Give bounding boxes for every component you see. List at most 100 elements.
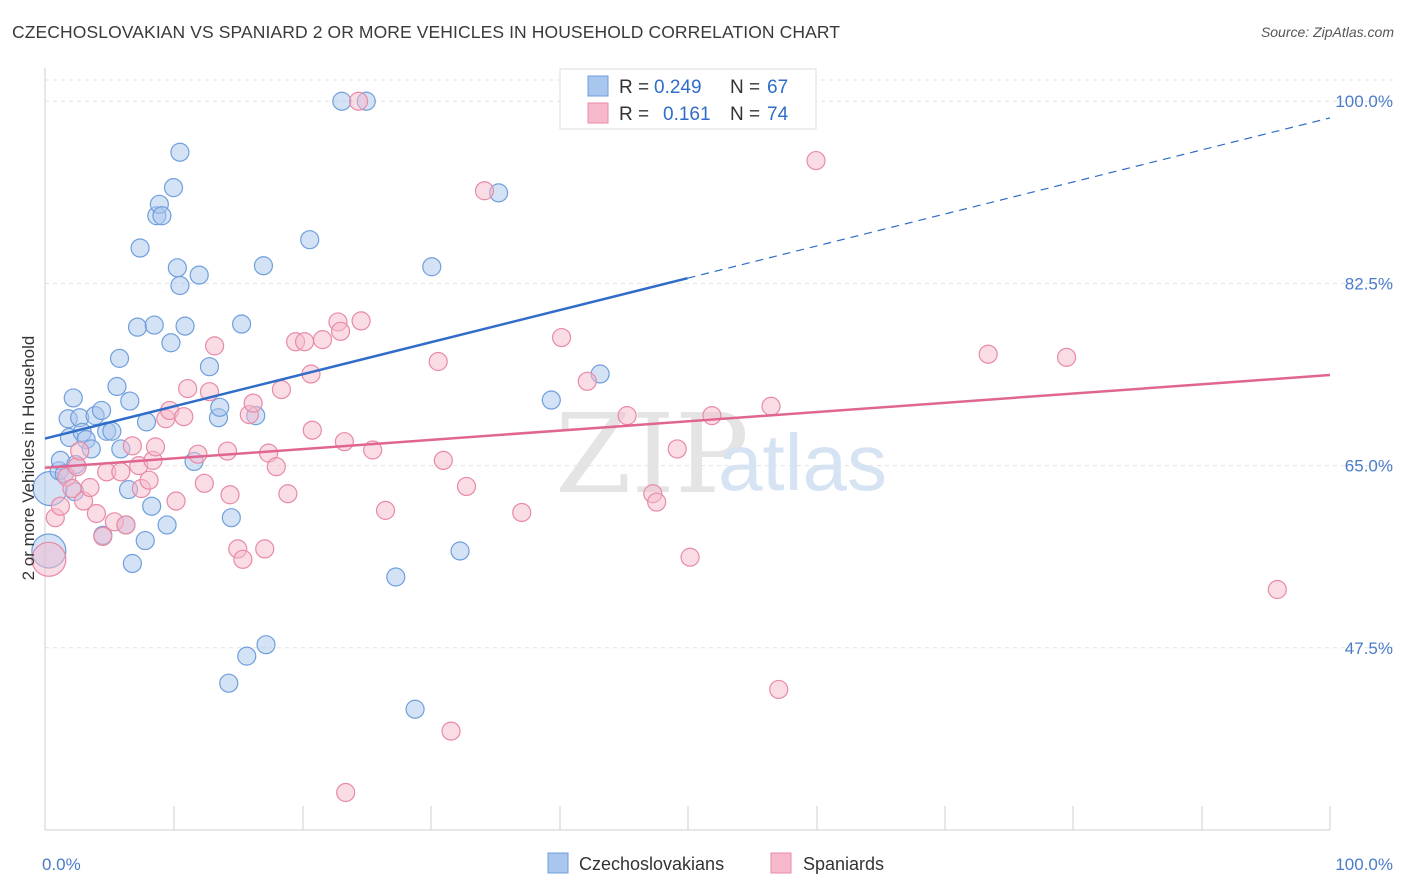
point-czechoslovakian [163,178,184,198]
point-spaniard [294,332,315,352]
point-czechoslovakian [170,275,190,296]
point-spaniard [243,393,263,413]
trend-line-czechoslovakians-extension [687,117,1331,279]
axes [44,68,1331,831]
point-czechoslovakian [332,91,352,111]
series-label-spaniards: Spaniards [803,854,884,874]
watermark-atlas: atlas [718,418,887,507]
point-spaniard [336,782,356,803]
legend-n-value-blue: 67 [767,77,788,98]
point-spaniard [617,406,637,426]
point-spaniard [334,432,355,452]
point-spaniard [266,457,286,477]
point-spaniard [1056,347,1077,367]
y-tick-label: 47.5% [1345,639,1393,658]
point-czechoslovakian [541,390,561,410]
point-czechoslovakian [175,316,195,336]
point-spaniard [433,450,453,471]
point-czechoslovakian [142,496,162,516]
y-tick-label: 65.0% [1345,457,1393,476]
point-czechoslovakian [221,508,241,528]
point-spaniard [31,541,67,577]
point-spaniard [680,547,700,567]
point-spaniard [271,380,292,400]
point-spaniard [302,420,322,440]
point-spaniard [188,444,208,464]
point-spaniard [145,437,166,457]
legend-r-label-blue: R = [619,77,649,98]
y-tick-label: 82.5% [1345,274,1393,293]
source-credit: Source: ZipAtlas.com [1260,24,1394,40]
point-spaniard [139,470,159,490]
y-tick-label: 100.0% [1335,92,1393,111]
x-tick-label-max: 100.0% [1335,855,1393,874]
point-spaniard [220,485,240,505]
point-spaniard [474,181,495,201]
point-czechoslovakian [152,206,172,226]
point-czechoslovakian [63,388,83,408]
point-spaniard [93,526,113,547]
point-czechoslovakian [135,530,155,551]
point-czechoslovakian [199,357,220,377]
series-legend: Czechoslovakians Spaniards [547,852,884,874]
point-czechoslovakian [256,635,276,655]
series-swatch-spaniards [770,852,792,874]
point-czechoslovakian [157,515,177,535]
legend-swatch-pink [587,102,609,124]
point-spaniard [70,441,90,461]
point-spaniard [512,502,532,523]
point-spaniard [278,484,298,504]
point-czechoslovakian [232,314,252,334]
point-spaniard [330,321,351,341]
trend-line-czechoslovakians [44,277,688,440]
point-czechoslovakian [107,376,127,397]
chart-title: CZECHOSLOVAKIAN VS SPANIARD 2 OR MORE VE… [12,22,841,42]
point-czechoslovakian [144,315,164,335]
legend-r-value-pink: 0.161 [663,104,711,125]
point-spaniard [1267,579,1287,600]
point-spaniard [667,439,687,459]
point-spaniard [174,407,194,427]
point-spaniard [122,436,142,456]
point-spaniard [551,327,572,348]
point-czechoslovakian [237,646,257,666]
point-czechoslovakian [130,238,150,258]
point-spaniard [761,396,781,416]
watermark: ZIP atlas [555,390,887,518]
legend-swatch-blue [587,75,609,97]
point-czechoslovakian [450,541,470,561]
legend-r-label-pink: R = [619,104,649,125]
point-spaniard [348,91,369,111]
point-spaniard [428,351,448,372]
point-czechoslovakian [102,421,122,441]
series-swatch-czechoslovakians [547,852,569,874]
point-spaniard [351,311,371,331]
point-spaniard [978,344,998,364]
x-tick-label-min: 0.0% [42,855,81,874]
point-spaniard [205,336,225,356]
point-czechoslovakian [300,230,320,250]
point-spaniard [769,679,789,700]
point-spaniard [116,515,136,535]
point-spaniard [255,539,275,559]
legend-r-value-blue: 0.249 [654,77,702,98]
point-czechoslovakian [120,391,140,411]
point-czechoslovakian [161,333,181,353]
trend-line-spaniards [44,373,1331,469]
point-czechoslovakian [405,699,425,719]
series-label-czechoslovakians: Czechoslovakians [579,854,724,874]
point-spaniard [111,462,131,482]
point-czechoslovakian [386,567,406,587]
point-czechoslovakian [122,553,142,574]
point-spaniard [50,496,71,516]
point-czechoslovakian [127,317,148,337]
point-czechoslovakian [91,400,112,421]
point-spaniard [178,378,198,399]
legend-n-value-pink: 74 [767,104,789,125]
point-czechoslovakian [167,258,187,278]
point-spaniard [456,476,477,497]
data-points [31,91,1287,803]
point-czechoslovakian [422,257,442,277]
point-spaniard [441,721,461,741]
